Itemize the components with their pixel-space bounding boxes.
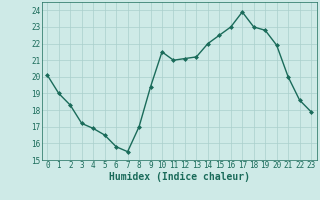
X-axis label: Humidex (Indice chaleur): Humidex (Indice chaleur) <box>109 172 250 182</box>
